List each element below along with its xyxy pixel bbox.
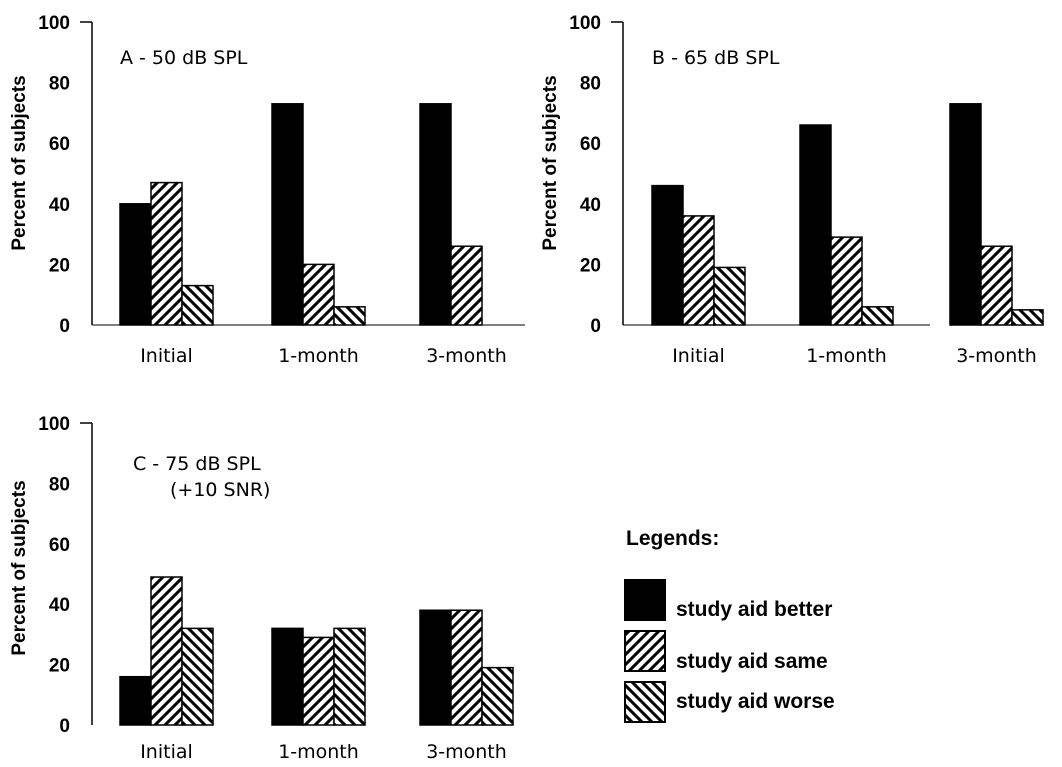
bar-same bbox=[450, 609, 483, 726]
bar-better bbox=[419, 609, 452, 726]
x-category-label: 3-month bbox=[956, 345, 1037, 367]
bar-worse bbox=[861, 306, 894, 326]
y-tick-label: 60 bbox=[49, 535, 70, 556]
legend-label-same: study aid same bbox=[676, 650, 828, 673]
x-category-label: 1-month bbox=[806, 345, 887, 367]
y-tick-label: 20 bbox=[580, 255, 601, 276]
legend-swatch-better bbox=[624, 579, 666, 621]
y-tick-label: 80 bbox=[580, 74, 601, 95]
panel-c-axes: 0 20 40 60 80 100 Initial 1-month 3-month bbox=[38, 414, 514, 763]
y-tick-label: 0 bbox=[590, 316, 601, 337]
bar-better bbox=[799, 124, 832, 326]
panel-a-ylabel: Percent of subjects bbox=[9, 75, 30, 250]
panel-b-title: B - 65 dB SPL bbox=[652, 47, 780, 69]
bar-worse bbox=[181, 284, 214, 326]
panel-b: Percent of subjects B - 65 dB SPL 0 20 40 6… bbox=[540, 13, 1044, 367]
bar-worse bbox=[481, 666, 514, 726]
bar-better bbox=[271, 103, 304, 326]
x-category-label: Initial bbox=[140, 741, 193, 763]
y-tick-label: 100 bbox=[38, 414, 70, 435]
bar-same bbox=[980, 245, 1013, 326]
bar-same bbox=[150, 576, 183, 726]
bar-worse bbox=[713, 266, 746, 326]
bar-same bbox=[830, 236, 863, 326]
legend-label-better: study aid better bbox=[676, 598, 832, 621]
bar-same bbox=[302, 636, 335, 726]
bar-better bbox=[119, 203, 152, 326]
y-tick-label: 20 bbox=[49, 255, 70, 276]
bar-same bbox=[302, 263, 335, 326]
y-tick-label: 0 bbox=[59, 316, 70, 337]
bar-same bbox=[450, 245, 483, 326]
bar-worse bbox=[333, 306, 366, 326]
panel-b-axes: 0 20 40 60 80 100 Initial 1-month 3-month bbox=[569, 13, 1044, 367]
bar-better bbox=[271, 627, 304, 726]
y-tick-label: 40 bbox=[49, 595, 70, 616]
bar-better bbox=[949, 103, 982, 326]
x-category-label: 3-month bbox=[426, 345, 507, 367]
panel-c-title: C - 75 dB SPL bbox=[133, 453, 261, 475]
y-tick-label: 20 bbox=[49, 656, 70, 677]
bar-worse bbox=[181, 627, 214, 726]
panel-c: Percent of subjects C - 75 dB SPL (+10 S… bbox=[9, 414, 514, 763]
legend-title: Legends: bbox=[626, 527, 719, 550]
panel-a: Percent of subjects A - 50 dB SPL 0 20 40 6… bbox=[9, 13, 525, 367]
bar-same bbox=[682, 215, 715, 326]
y-tick-label: 60 bbox=[49, 134, 70, 155]
panel-a-axes: 0 20 40 60 80 100 Initial 1-month 3-month bbox=[38, 13, 525, 367]
y-tick-label: 100 bbox=[38, 13, 70, 34]
y-tick-label: 60 bbox=[580, 134, 601, 155]
y-tick-label: 80 bbox=[49, 74, 70, 95]
x-category-label: Initial bbox=[672, 345, 725, 367]
x-category-label: 1-month bbox=[278, 741, 359, 763]
panel-a-title: A - 50 dB SPL bbox=[120, 47, 248, 69]
y-tick-label: 80 bbox=[49, 474, 70, 495]
panel-c-subtitle: (+10 SNR) bbox=[170, 479, 270, 501]
bar-better bbox=[419, 103, 452, 326]
legend-label-worse: study aid worse bbox=[676, 690, 835, 713]
y-tick-label: 100 bbox=[569, 13, 601, 34]
legend-swatch-same bbox=[624, 630, 666, 672]
bar-worse bbox=[333, 627, 366, 726]
panel-b-ylabel: Percent of subjects bbox=[540, 75, 561, 250]
x-category-label: Initial bbox=[140, 345, 193, 367]
bar-better bbox=[651, 184, 684, 326]
y-tick-label: 40 bbox=[580, 195, 601, 216]
x-category-label: 3-month bbox=[426, 741, 507, 763]
bar-better bbox=[119, 675, 152, 726]
x-category-label: 1-month bbox=[278, 345, 359, 367]
bar-worse bbox=[1011, 309, 1044, 326]
legend-swatch-worse bbox=[624, 681, 666, 723]
panel-c-ylabel: Percent of subjects bbox=[9, 480, 30, 655]
y-tick-label: 40 bbox=[49, 195, 70, 216]
y-tick-label: 0 bbox=[59, 716, 70, 737]
bar-same bbox=[150, 181, 183, 326]
legend: Legends: study aid better study aid same… bbox=[624, 527, 835, 723]
